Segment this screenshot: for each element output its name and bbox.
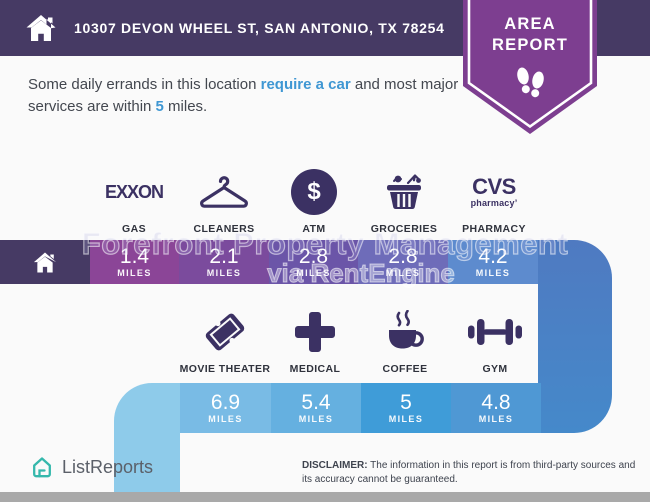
distance-segment-groceries: 2.8 MILES [358, 240, 448, 284]
service-label: PHARMACY [462, 223, 526, 235]
service-label: GAS [122, 223, 146, 235]
distance-segment-cleaners: 2.1 MILES [179, 240, 269, 284]
intro-highlight-miles: 5 [155, 97, 164, 115]
intro-text: Some daily errands in this location requ… [28, 74, 466, 118]
badge-title: AREA REPORT [463, 14, 597, 56]
house-icon [26, 15, 56, 41]
distance-unit: MILES [208, 414, 243, 424]
services-row-1: EXXON GAS CLEANERS $ ATM GROCERIES [89, 164, 539, 235]
distance-unit: MILES [298, 414, 334, 424]
service-label: ATM [302, 223, 326, 235]
house-icon [33, 252, 57, 272]
service-cleaners: CLEANERS [179, 164, 269, 235]
dollar-circle-icon: $ [291, 169, 337, 215]
distance-value: 2.8 [388, 245, 418, 268]
distance-value: 5 [400, 391, 412, 414]
distance-unit: MILES [475, 268, 511, 278]
intro-part3: miles. [163, 97, 208, 115]
service-gas: EXXON GAS [89, 164, 179, 236]
distance-unit: MILES [206, 268, 242, 278]
badge-line1: AREA [504, 15, 556, 33]
service-label: CLEANERS [193, 223, 255, 235]
distance-segment-coffee: 5 MILES [361, 383, 451, 433]
service-movie-theater: MOVIE THEATER [180, 304, 270, 375]
service-label: MOVIE THEATER [179, 363, 271, 375]
distance-unit: MILES [385, 268, 421, 278]
property-address: 10307 DEVON WHEEL ST, SAN ANTONIO, TX 78… [74, 20, 445, 36]
cvs-wordmark: CVS [472, 174, 516, 199]
distance-unit: MILES [117, 268, 152, 278]
coffee-cup-icon [389, 310, 424, 349]
listreports-logo: ListReports [30, 453, 153, 481]
exxon-logo: EXXON [104, 181, 164, 202]
service-atm: $ ATM [269, 164, 359, 235]
service-groceries: GROCERIES [359, 164, 449, 235]
distance-value: 2.1 [209, 245, 239, 268]
cvs-pharmacy-sub: pharmacy’ [470, 198, 518, 208]
distance-value: 4.2 [478, 245, 508, 268]
home-segment [0, 240, 90, 284]
footprints-icon [517, 67, 544, 98]
medical-cross-icon [295, 312, 335, 352]
movie-ticket-icon [205, 313, 245, 351]
service-label: MEDICAL [289, 363, 341, 375]
service-coffee: COFFEE [360, 304, 450, 375]
distance-value: 1.4 [119, 245, 150, 268]
service-gym: GYM [450, 304, 540, 375]
distance-unit: MILES [388, 414, 424, 424]
bar-connector-right [538, 240, 612, 433]
distance-value: 2.8 [298, 245, 329, 268]
dollar-sign: $ [307, 178, 321, 205]
disclaimer-label: DISCLAIMER: [302, 460, 368, 471]
badge-line2: REPORT [492, 36, 568, 54]
distance-value: 4.8 [481, 391, 511, 414]
service-label: GROCERIES [370, 223, 438, 235]
service-label: GYM [482, 363, 508, 375]
services-row-2: MOVIE THEATER MEDICAL COFFEE [180, 304, 540, 375]
listreports-house-icon [33, 457, 51, 478]
bottom-gray-bar [0, 492, 650, 502]
cvs-logo: CVS pharmacy’ [471, 176, 518, 208]
intro-highlight-car: require a car [260, 76, 351, 93]
distance-unit: MILES [478, 414, 514, 424]
service-label: COFFEE [382, 363, 428, 375]
listreports-wordmark: ListReports [62, 456, 154, 477]
distance-segment-gas: 1.4 MILES [90, 240, 179, 284]
hanger-icon [200, 176, 248, 208]
intro-part2: and most major services are within [28, 76, 459, 115]
distance-segment-gym: 4.8 MILES [451, 383, 541, 433]
disclaimer-body: The information in this report is from t… [302, 460, 636, 485]
service-medical: MEDICAL [270, 304, 360, 375]
bar-connector-left [114, 383, 180, 492]
distance-value: 6.9 [210, 391, 241, 414]
distance-segment-atm: 2.8 MILES [269, 240, 358, 284]
service-pharmacy: CVS pharmacy’ PHARMACY [449, 164, 539, 236]
disclaimer-text: DISCLAIMER: The information in this repo… [302, 459, 636, 487]
distance-segment-movie-theater: 6.9 MILES [180, 383, 271, 433]
dumbbell-icon [468, 319, 522, 345]
grocery-basket-icon [387, 174, 421, 209]
distance-segment-medical: 5.4 MILES [271, 383, 361, 433]
distance-bar-row1: 1.4 MILES 2.1 MILES 2.8 MILES 2.8 MILES … [0, 240, 538, 284]
area-report-badge: AREA REPORT [463, 0, 597, 142]
intro-part1: Some daily errands in this location [28, 76, 261, 93]
badge-ribbon-shape [463, 0, 597, 134]
distance-segment-pharmacy: 4.2 MILES [448, 240, 538, 284]
distance-bar-row2: 6.9 MILES 5.4 MILES 5 MILES 4.8 MILES [180, 383, 541, 433]
distance-unit: MILES [296, 268, 331, 278]
connector-inner-notch-left [180, 433, 260, 492]
distance-value: 5.4 [301, 391, 331, 414]
